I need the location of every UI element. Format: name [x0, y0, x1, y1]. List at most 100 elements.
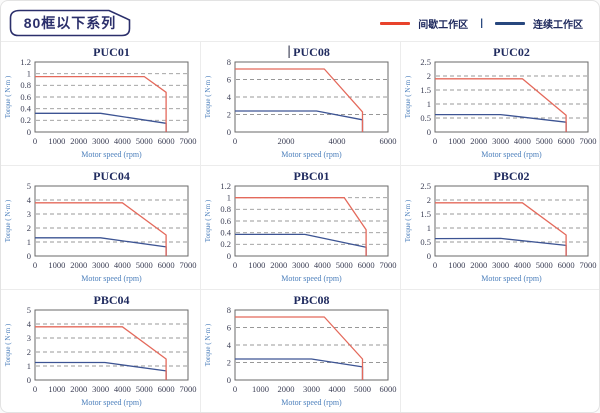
- chart-plot: PUC01 0 0.2 0.40.6 0.8 11.2 0 1000 2000 3000 4000 5…: [4, 45, 197, 159]
- plot-border: [434, 61, 589, 133]
- y-tick-label: 4: [27, 319, 32, 329]
- x-tick-label: 6000: [557, 260, 574, 270]
- chart-cell: PBC08 0 2 4 6 8 0 1000 2000 3000 4000 5000 6000 Motor…: [200, 289, 400, 412]
- x-tick-label: 2000: [70, 384, 87, 394]
- y-tick-label: 0.2: [221, 239, 232, 249]
- plot-border: [34, 309, 189, 381]
- x-tick-label: 1000: [249, 260, 266, 270]
- y-tick-label: 1: [27, 237, 31, 247]
- y-tick-label: 0.5: [420, 113, 431, 123]
- plot-border: [234, 309, 389, 381]
- chart-cell: PUC01 0 0.2 0.4 0.6 0.8 1 1.2 0 1000 2000 3000 4000 5…: [1, 41, 201, 165]
- y-tick-label: 0.4: [221, 227, 232, 237]
- continuous-line: [35, 361, 167, 380]
- x-tick-label: 1000: [48, 260, 65, 270]
- x-axis-label: Motor speed (rpm): [282, 274, 343, 283]
- chart-title: PUC04: [93, 169, 130, 183]
- x-tick-label: 0: [433, 260, 437, 270]
- y-tick-label: 3: [27, 209, 31, 219]
- x-tick-label: 4000: [314, 260, 331, 270]
- chart-plot: PUC08 0 2 4 6 8 0 2000 4000 6000 Motor speed (rpm)…: [204, 45, 397, 159]
- x-tick-label: 4000: [114, 260, 131, 270]
- y-tick-label: 1.2: [20, 57, 31, 67]
- y-tick-label: 5: [27, 181, 31, 191]
- y-tick-label: 2: [27, 223, 31, 233]
- y-tick-label: 0.8: [20, 80, 31, 90]
- x-tick-label: 4000: [114, 384, 131, 394]
- chart-plot: PBC02 0 0.5 1 1.5 2 2.5 0 1000 2000 3000 4000 5000 60…: [404, 169, 597, 283]
- continuous-line-swatch: [495, 21, 525, 25]
- y-tick-label: 0: [426, 127, 430, 137]
- x-tick-label: 6000: [380, 384, 397, 394]
- x-axis-label: Motor speed (rpm): [81, 274, 142, 283]
- y-tick-label: 8: [227, 305, 231, 315]
- x-tick-label: 2000: [70, 136, 87, 146]
- y-tick-label: 2: [27, 347, 31, 357]
- x-tick-label: 2000: [470, 260, 487, 270]
- y-tick-label: 0.6: [221, 216, 232, 226]
- y-axis-label: Torque ( N·m ): [204, 323, 212, 366]
- x-tick-label: 6000: [358, 260, 375, 270]
- x-tick-label: 3000: [92, 260, 109, 270]
- y-tick-label: 1: [227, 192, 231, 202]
- y-tick-label: 6: [227, 322, 231, 332]
- chart-title: PBC08: [294, 293, 330, 307]
- chart-cell: PBC02 0 0.5 1 1.5 2 2.5 0 1000 2000 3000 4000 5000 60…: [399, 165, 599, 289]
- x-tick-label: 7000: [180, 260, 197, 270]
- x-tick-label: 0: [33, 260, 37, 270]
- y-tick-label: 2: [227, 109, 231, 119]
- chart-title: PUC02: [493, 45, 530, 59]
- x-tick-label: 4000: [514, 260, 531, 270]
- x-tick-label: 7000: [579, 260, 596, 270]
- x-tick-label: 5000: [336, 260, 353, 270]
- x-tick-label: 3000: [492, 136, 509, 146]
- badge-outline-shape: [9, 9, 131, 37]
- x-axis-label: Motor speed (rpm): [481, 274, 542, 283]
- plot-border: [234, 185, 389, 257]
- y-tick-label: 1.2: [221, 181, 232, 191]
- y-axis-label: Torque ( N·m ): [404, 75, 412, 118]
- intermittent-line: [434, 78, 567, 132]
- x-tick-label: 1000: [448, 260, 465, 270]
- x-tick-label: 5000: [354, 384, 371, 394]
- chart-title: PUC08: [293, 45, 330, 59]
- charts-grid: PUC01 0 0.2 0.4 0.6 0.8 1 1.2 0 1000 2000 3000 4000 5…: [1, 41, 599, 412]
- y-tick-label: 2.5: [420, 57, 431, 67]
- intermittent-line: [235, 316, 364, 380]
- y-tick-label: 0.6: [20, 92, 31, 102]
- intermittent-line: [434, 202, 567, 256]
- x-tick-label: 0: [233, 136, 237, 146]
- intermittent-label: 间歇工作区: [418, 19, 469, 31]
- x-tick-label: 6000: [158, 136, 175, 146]
- intermittent-line: [35, 326, 167, 380]
- x-tick-label: 6000: [557, 136, 574, 146]
- x-tick-label: 2000: [470, 136, 487, 146]
- y-tick-label: 0: [27, 375, 31, 385]
- y-tick-label: 1.5: [420, 85, 431, 95]
- chart-title: PBC04: [94, 293, 130, 307]
- x-tick-label: 3000: [292, 260, 309, 270]
- y-tick-label: 4: [27, 195, 32, 205]
- x-tick-label: 2000: [278, 136, 295, 146]
- continuous-line: [434, 113, 567, 132]
- y-axis-label: Torque ( N·m ): [4, 323, 12, 366]
- y-tick-label: 0.5: [420, 237, 431, 247]
- y-tick-label: 2.5: [420, 181, 431, 191]
- y-tick-label: 2: [426, 71, 430, 81]
- x-tick-label: 0: [233, 384, 237, 394]
- chart-cell: PUC08 0 2 4 6 8 0 2000 4000 6000 Motor speed (rpm)…: [200, 41, 400, 165]
- intermittent-line: [35, 75, 167, 132]
- y-tick-label: 0.2: [20, 115, 31, 125]
- x-tick-label: 0: [33, 136, 37, 146]
- continuous-line: [434, 237, 567, 256]
- x-tick-label: 4000: [329, 384, 346, 394]
- x-tick-label: 7000: [180, 384, 197, 394]
- continuous-line: [35, 112, 167, 132]
- chart-cell: PBC01 0 0.2 0.4 0.6 0.8 1 1.2 0 1000 2000 3000 4000 5…: [200, 165, 400, 289]
- x-tick-label: 2000: [278, 384, 295, 394]
- chart-title: PUC01: [93, 45, 130, 59]
- x-axis-label: Motor speed (rpm): [81, 398, 142, 407]
- y-tick-label: 0.4: [20, 103, 31, 113]
- x-axis-label: Motor speed (rpm): [282, 398, 343, 407]
